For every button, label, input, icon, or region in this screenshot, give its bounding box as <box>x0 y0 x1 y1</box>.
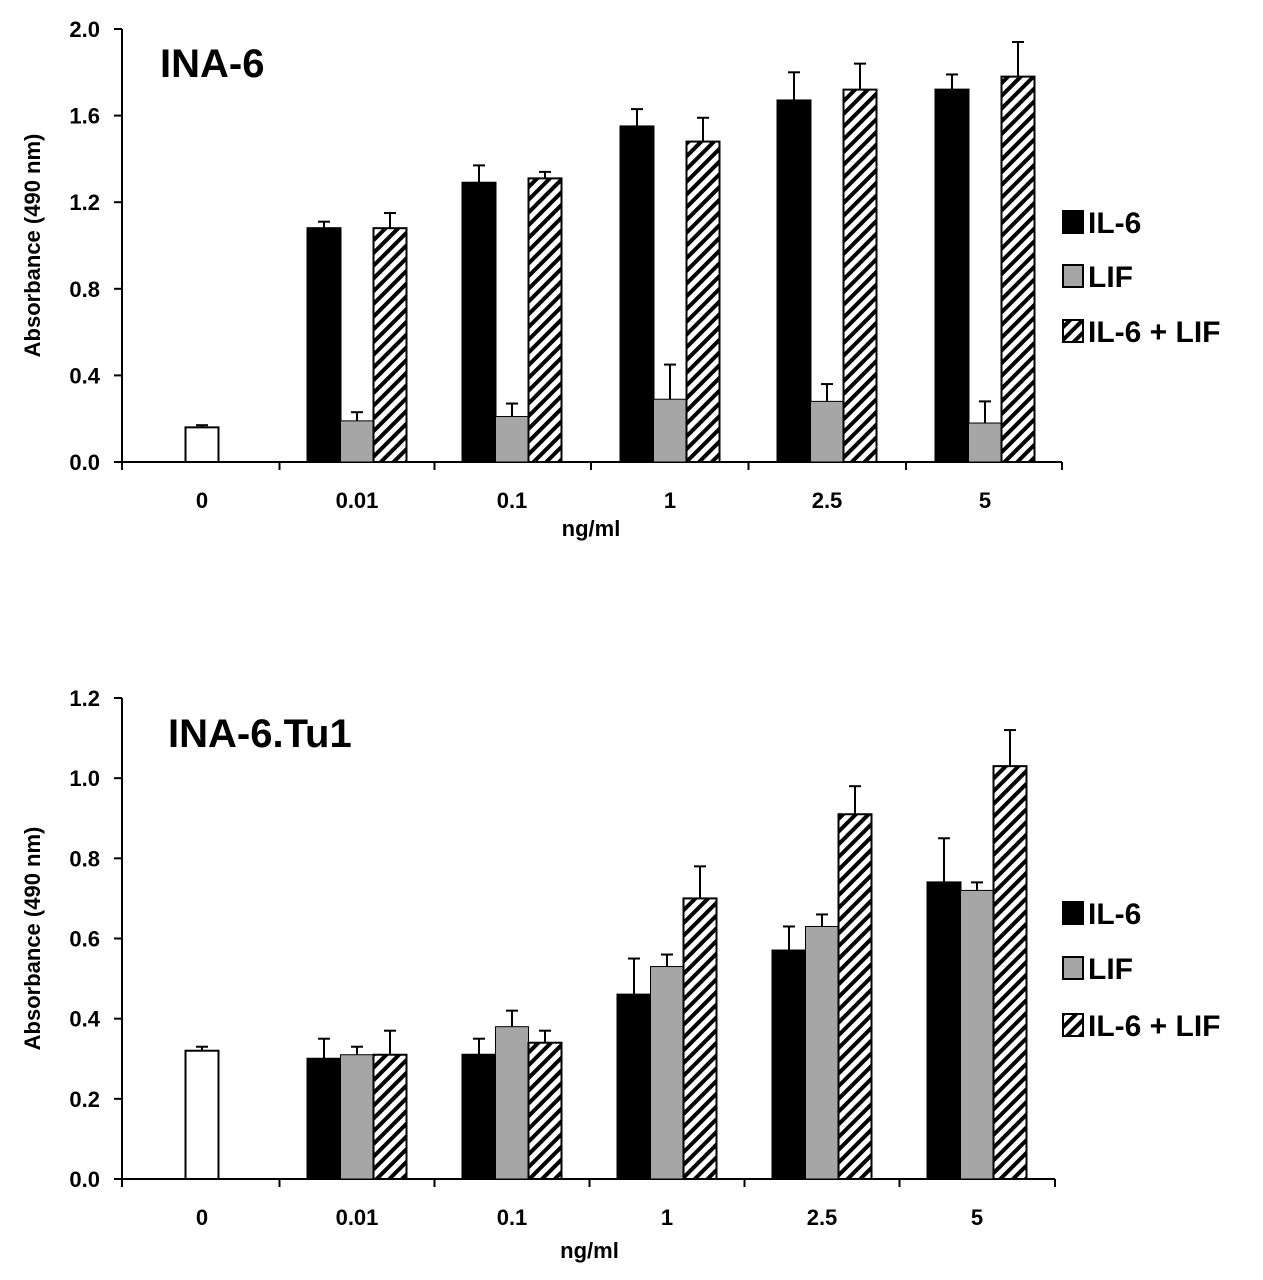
bar-lif <box>653 398 687 463</box>
y-tick-label: 0.4 <box>69 363 100 388</box>
y-tick-label: 0.0 <box>69 1167 100 1192</box>
legend-swatch <box>1062 319 1084 343</box>
legend-swatch <box>1062 210 1084 234</box>
bar-lif <box>495 416 529 463</box>
legend-swatch <box>1062 1013 1084 1037</box>
x-tick-label: 5 <box>971 1205 983 1230</box>
y-axis-title: Absorbance (490 nm) <box>20 827 45 1051</box>
y-tick-label: 0.8 <box>69 846 100 871</box>
bar-lif <box>960 889 994 1180</box>
bar-il-6-lif <box>527 177 563 463</box>
bar-il-6 <box>926 881 962 1181</box>
bar-il-6 <box>306 1057 342 1180</box>
y-tick-label: 0.6 <box>69 927 100 952</box>
y-tick-label: 1.6 <box>69 104 100 129</box>
bar-il-6-lif <box>837 813 873 1180</box>
bar-il-6-lif <box>372 1053 408 1181</box>
legend-label: IL-6 <box>1088 898 1141 931</box>
bar-lif <box>340 1054 374 1180</box>
chart-title: INA-6.Tu1 <box>168 712 352 756</box>
x-axis-title: ng/ml <box>560 1238 619 1263</box>
bar-il-6 <box>771 949 807 1181</box>
x-tick-label: 0.1 <box>497 1205 528 1230</box>
bar-il-6-lif <box>992 765 1028 1180</box>
bar-il-6-lif <box>527 1041 563 1181</box>
y-tick-label: 1.2 <box>69 686 100 711</box>
y-tick-label: 1.2 <box>69 190 100 215</box>
bar-lif <box>650 966 684 1180</box>
y-tick-label: 2.0 <box>69 17 100 42</box>
x-tick-label: 0.01 <box>336 488 379 513</box>
bar-lif <box>810 400 844 463</box>
bar-il-6 <box>461 1053 497 1181</box>
bar-il-6-lif <box>1000 75 1036 463</box>
bar-lif <box>495 1026 529 1180</box>
bar-lif <box>340 420 374 463</box>
bar-il-6-lif <box>685 140 721 464</box>
x-tick-label: 1 <box>664 488 676 513</box>
legend-label: IL-6 + LIF <box>1088 316 1221 349</box>
x-tick-label: 0.01 <box>336 1205 379 1230</box>
x-tick-label: 0.1 <box>497 488 528 513</box>
x-tick-label: 0 <box>196 488 208 513</box>
y-tick-label: 0.2 <box>69 1087 100 1112</box>
chart-ina6-tu1: INA-6.Tu1 0.0 0.2 0.4 0.6 0.8 1.0 1.2 Absorbance… <box>20 686 1221 1263</box>
bar-il-6 <box>619 125 655 464</box>
bar-il-6 <box>616 993 652 1180</box>
y-axis-title: Absorbance (490 nm) <box>20 134 45 358</box>
bar-il-6 <box>306 227 342 463</box>
x-tick-label: 1 <box>661 1205 673 1230</box>
bar-il-6-lif <box>682 897 718 1181</box>
x-tick-label: 2.5 <box>807 1205 838 1230</box>
bar-il-6 <box>461 181 497 463</box>
bar-lif <box>805 925 839 1180</box>
x-tick-label: 0 <box>196 1205 208 1230</box>
legend-label: LIF <box>1088 953 1133 986</box>
bar-il-6-lif <box>372 227 408 463</box>
legend-swatch <box>1062 956 1084 980</box>
legend-label: IL-6 + LIF <box>1088 1010 1221 1043</box>
y-tick-label: 0.8 <box>69 277 100 302</box>
y-tick-label: 1.0 <box>69 766 100 791</box>
y-tick-label: 0.4 <box>69 1007 100 1032</box>
bar-il-6-lif <box>842 88 878 464</box>
legend-swatch <box>1062 901 1084 925</box>
y-tick-label: 0.0 <box>69 450 100 475</box>
legend-label: LIF <box>1088 261 1133 294</box>
bar-lif <box>968 422 1002 463</box>
legend-label: IL-6 <box>1088 207 1141 240</box>
x-tick-label: 5 <box>979 488 991 513</box>
x-tick-label: 2.5 <box>812 488 843 513</box>
legend-swatch <box>1062 264 1084 288</box>
x-axis-title: ng/ml <box>562 516 621 541</box>
bar-control <box>184 1049 220 1180</box>
bar-il-6 <box>934 88 970 464</box>
chart-ina6: INA-6 0.0 0.4 0.8 1.2 1.6 2.0 Absorbance (490 n… <box>20 17 1221 541</box>
chart-title: INA-6 <box>160 42 264 86</box>
bar-il-6 <box>776 99 812 463</box>
bar-control <box>184 426 220 463</box>
